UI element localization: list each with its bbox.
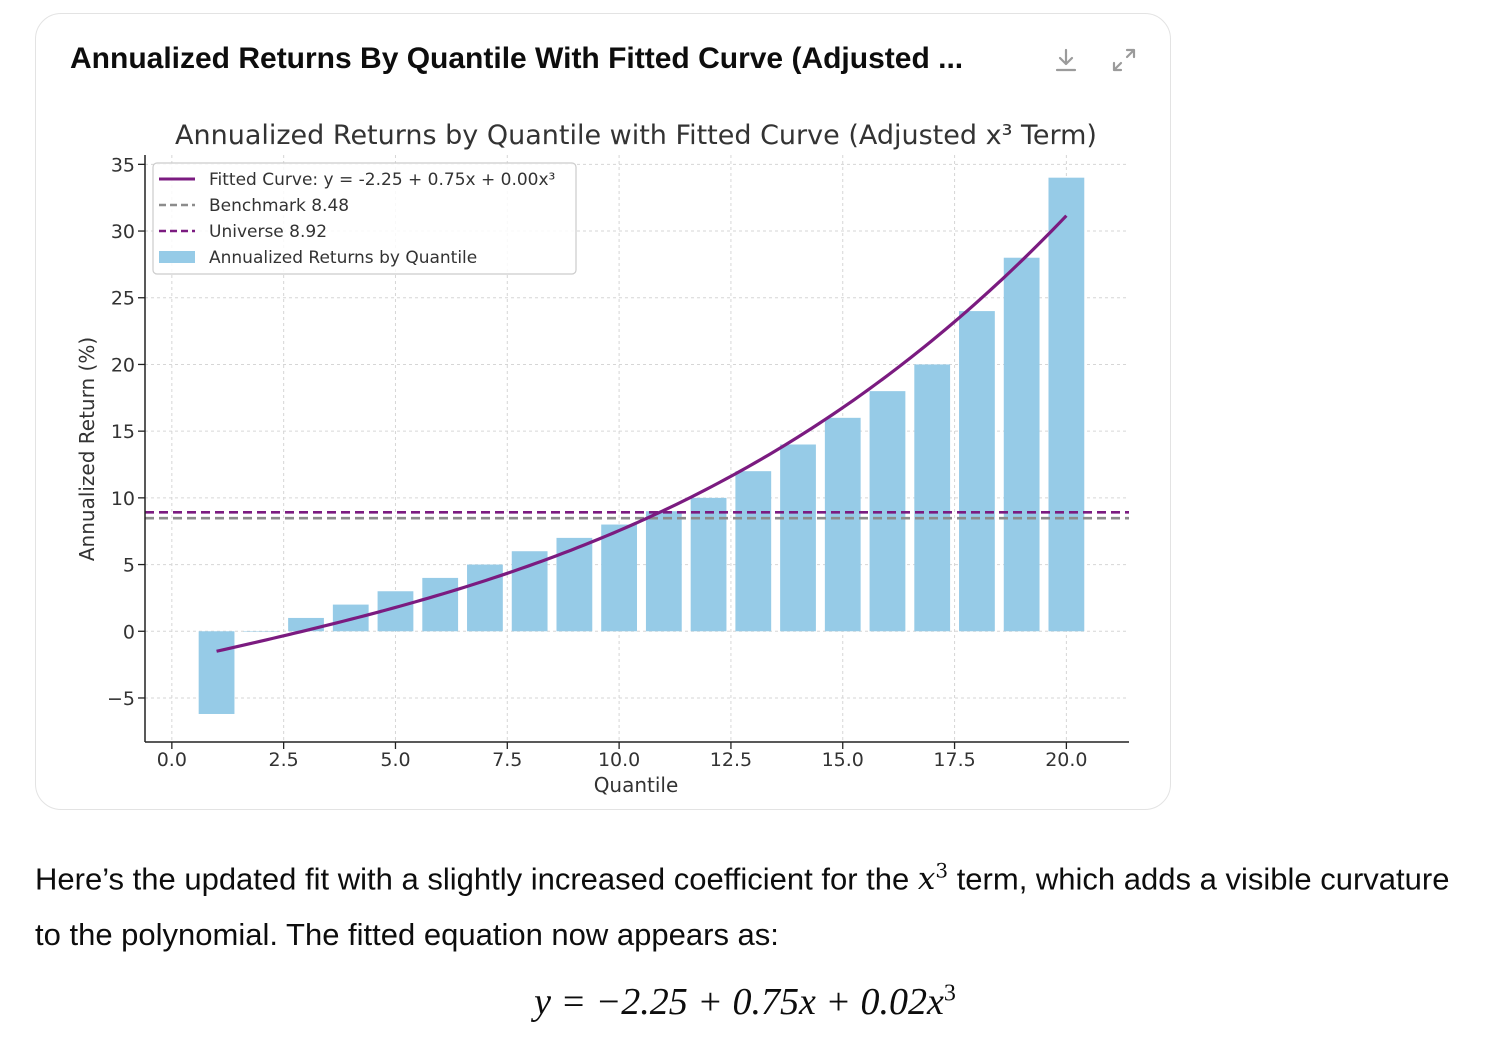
x-tick-label: 0.0 bbox=[157, 749, 187, 771]
y-tick-label: 25 bbox=[111, 288, 135, 310]
bar bbox=[914, 364, 951, 632]
bar-chart: Annualized Returns by Quantile with Fitt… bbox=[75, 120, 1129, 797]
bar bbox=[959, 311, 995, 632]
y-tick-label: 30 bbox=[111, 221, 135, 243]
y-tick-label: −5 bbox=[107, 688, 135, 710]
y-tick-label: 5 bbox=[123, 555, 135, 577]
legend: Fitted Curve: y = -2.25 + 0.75x + 0.00x³… bbox=[152, 162, 577, 275]
bar bbox=[467, 564, 503, 632]
y-tick-label: 0 bbox=[123, 621, 135, 643]
bar bbox=[243, 631, 280, 632]
x-tick-label: 15.0 bbox=[822, 749, 864, 771]
bar bbox=[601, 524, 637, 632]
bar bbox=[556, 537, 593, 632]
card-actions bbox=[1050, 44, 1140, 76]
legend-label: Universe 8.92 bbox=[209, 222, 327, 242]
chart-title: Annualized Returns by Quantile with Fitt… bbox=[175, 120, 1097, 151]
legend-box bbox=[152, 162, 577, 275]
download-icon[interactable] bbox=[1050, 44, 1082, 76]
legend-swatch bbox=[159, 251, 195, 263]
equation-text: y = −2.25 + 0.75x + 0.02x bbox=[534, 981, 944, 1023]
y-tick-label: 35 bbox=[111, 154, 135, 176]
fitted-curve-line bbox=[216, 214, 1068, 653]
legend-label: Benchmark 8.48 bbox=[209, 196, 349, 216]
x-tick-label: 7.5 bbox=[492, 749, 522, 771]
axes: 0.0 2.5 5.0 7.5 10.0 12.5 15.0 17.5 20.0 −5 0 5 10 15… bbox=[107, 154, 1129, 771]
x-tick-label: 12.5 bbox=[710, 749, 752, 771]
y-tick-label: 15 bbox=[111, 421, 135, 443]
bar bbox=[690, 497, 727, 632]
x-tick-label: 20.0 bbox=[1045, 749, 1087, 771]
bar bbox=[422, 577, 459, 632]
bar bbox=[645, 511, 682, 632]
response-text-before: Here’s the updated fit with a slightly i… bbox=[35, 861, 918, 897]
x-tick-label: 5.0 bbox=[380, 749, 410, 771]
y-tick-label: 20 bbox=[111, 354, 135, 376]
x-axis-label: Quantile bbox=[594, 773, 679, 797]
legend-label: Annualized Returns by Quantile bbox=[209, 248, 477, 268]
x-tick-label: 10.0 bbox=[598, 749, 640, 771]
expand-icon[interactable] bbox=[1108, 44, 1140, 76]
bar bbox=[1048, 177, 1085, 632]
response-text: Here’s the updated fit with a slightly i… bbox=[35, 843, 1455, 963]
x-tick-label: 2.5 bbox=[269, 749, 299, 771]
card-title: Annualized Returns By Quantile With Fitt… bbox=[70, 42, 964, 75]
bars bbox=[198, 177, 1085, 714]
bar bbox=[198, 631, 235, 714]
x-tick-label: 17.5 bbox=[933, 749, 975, 771]
response-text-after: term, which adds a visible curvature to … bbox=[35, 861, 1450, 953]
bar bbox=[511, 551, 548, 632]
lines bbox=[145, 214, 1129, 653]
equation-exponent: 3 bbox=[943, 980, 956, 1007]
bar bbox=[780, 444, 816, 632]
legend-label: Fitted Curve: y = -2.25 + 0.75x + 0.00x³ bbox=[209, 170, 555, 190]
fitted-equation: y = −2.25 + 0.75x + 0.02x3 bbox=[0, 980, 1490, 1024]
bar bbox=[735, 471, 772, 632]
inline-math: x3 bbox=[917, 859, 949, 898]
y-tick-label: 10 bbox=[111, 488, 135, 510]
bar bbox=[1003, 257, 1040, 632]
bar bbox=[824, 417, 861, 632]
y-axis-label: Annualized Return (%) bbox=[75, 337, 99, 561]
